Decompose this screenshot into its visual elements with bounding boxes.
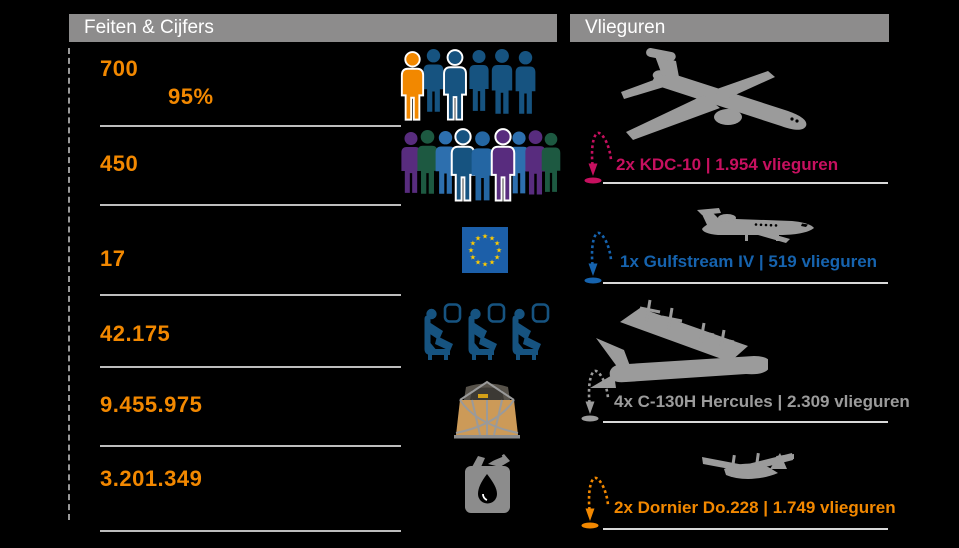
svg-text:★: ★ [494,254,500,262]
svg-text:★: ★ [496,247,502,255]
fact-value-95pct: 95% [168,84,214,109]
svg-text:★: ★ [489,234,495,242]
svg-text:★: ★ [489,259,495,267]
dornier-do228-silhouette [700,443,795,485]
flight-hours-gulfstream: 1x Gulfstream IV | 519 vlieguren [620,252,878,271]
fact-value-700: 700 [100,56,139,81]
divider [100,445,401,447]
divider [100,294,401,296]
c-130h-hercules-silhouette [588,298,768,393]
fact-value-3201349: 3.201.349 [100,466,203,491]
fact-value-450: 450 [100,151,139,176]
svg-text:★: ★ [468,247,474,255]
kdc-10-silhouette [616,48,811,143]
landing-trajectory-icon [580,227,614,285]
svg-text:★: ★ [475,259,481,267]
divider [603,528,888,530]
left-panel-title: Feiten & Cijfers [69,14,557,42]
gulfstream-iv-silhouette [696,207,816,249]
svg-text:★: ★ [470,254,476,262]
right-panel-title: Vlieguren [570,14,889,42]
fact-value-9455975: 9.455.975 [100,392,203,417]
landing-trajectory-icon [577,365,611,423]
svg-text:★: ★ [482,233,488,241]
svg-text:★: ★ [482,261,488,269]
divider [100,366,401,368]
divider [100,125,401,127]
divider [100,204,401,206]
people-group-multicolor-icon [398,128,561,204]
people-group-orange-blue-icon [398,48,550,123]
divider [100,530,401,532]
landing-trajectory-icon [580,127,614,185]
flight-hours-kdc10: 2x KDC-10 | 1.954 vlieguren [616,155,839,174]
flight-hours-hercules: 4x C-130H Hercules | 2.309 vlieguren [614,392,910,411]
landing-trajectory-icon [577,472,611,530]
fuel-jerrycan-icon [462,452,512,515]
eu-flag-icon: ★ ★ ★ ★ ★ ★ ★ ★ ★ ★ ★ ★ [462,227,508,273]
left-panel-dashed-border [68,48,70,520]
fact-value-42175: 42.175 [100,321,171,346]
flight-hours-dornier: 2x Dornier Do.228 | 1.749 vlieguren [614,498,896,517]
svg-text:★: ★ [475,234,481,242]
fact-value-17: 17 [100,246,126,271]
divider [603,421,888,423]
airplane-seats-icon [420,303,550,363]
divider [603,182,888,184]
divider [603,282,888,284]
cargo-pallet-icon [452,378,522,440]
svg-text:★: ★ [494,240,500,248]
svg-text:★: ★ [470,240,476,248]
